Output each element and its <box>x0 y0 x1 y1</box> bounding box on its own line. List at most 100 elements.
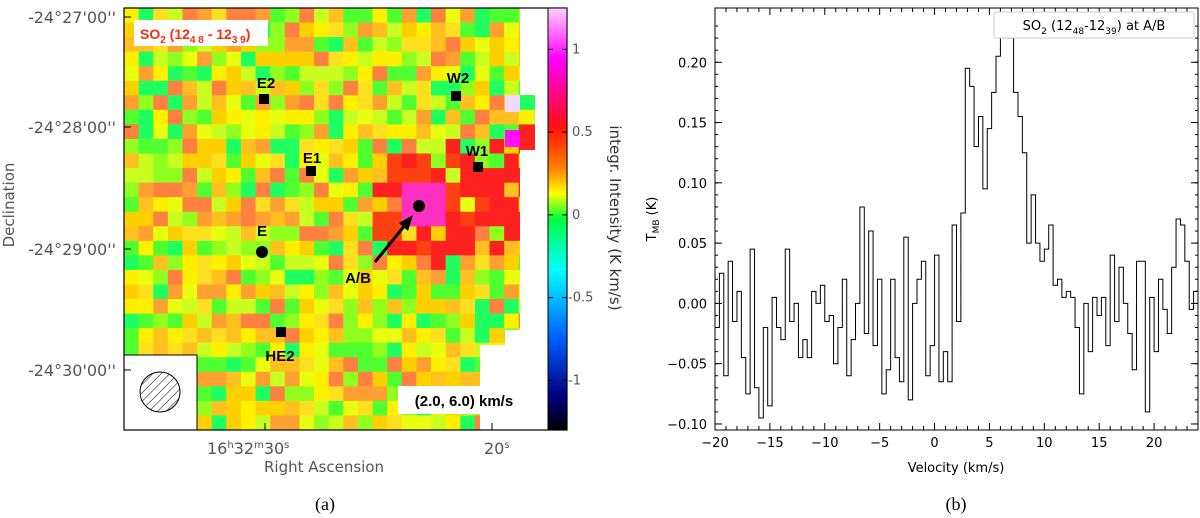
heatmap-cell <box>182 8 198 24</box>
heatmap-cell <box>460 80 476 96</box>
heatmap-cell <box>124 269 140 285</box>
heatmap-cell <box>226 328 242 344</box>
heatmap-cell <box>299 284 315 300</box>
heatmap-cell <box>124 8 140 24</box>
heatmap-cell <box>489 269 505 285</box>
spectrum-x-ticks: −20 −15 −10 −5 0 5 10 15 20 <box>701 8 1188 451</box>
map-x-tick-2: 20s <box>484 423 510 458</box>
heatmap-cell <box>387 313 403 329</box>
heatmap-cell <box>357 386 374 402</box>
heatmap-cell <box>197 80 213 96</box>
heatmap-cell <box>387 138 403 155</box>
heatmap-cell <box>255 269 271 285</box>
heatmap-cell <box>460 124 476 140</box>
heatmap-cell <box>226 109 242 125</box>
heatmap-cell <box>211 124 227 140</box>
heatmap-cell <box>401 8 417 24</box>
heatmap-cell <box>372 226 388 242</box>
heatmap-cell <box>270 109 286 125</box>
heatmap-cell <box>328 386 344 402</box>
heatmap-cell <box>474 269 491 285</box>
marker-W1: W1 <box>466 143 488 172</box>
map-x-tick-1: 16h32m30s <box>207 423 289 458</box>
heatmap-cell <box>240 299 257 315</box>
heatmap-cell <box>211 138 227 155</box>
heatmap-cell <box>504 8 520 24</box>
heatmap-cell <box>372 182 388 198</box>
heatmap-cell <box>197 240 213 256</box>
svg-text:16h32m30s: 16h32m30s <box>207 439 289 458</box>
heatmap-cell <box>401 415 417 431</box>
heatmap-cell <box>328 37 344 53</box>
heatmap-cell <box>284 182 300 198</box>
heatmap-cell <box>489 197 505 213</box>
marker-E1: E1 <box>303 150 321 176</box>
heatmap-cell <box>343 415 359 431</box>
heatmap-cell <box>460 299 476 315</box>
colorbar-ticks: 1 0.5 0 -0.5 -1 <box>548 42 593 388</box>
heatmap-cell <box>401 168 417 184</box>
heatmap-cell <box>299 342 315 358</box>
heatmap-cell <box>182 138 198 155</box>
heatmap-cell <box>167 51 183 67</box>
heatmap-cell <box>460 66 476 82</box>
heatmap-cell <box>416 124 432 140</box>
heatmap-cell <box>284 51 300 67</box>
heatmap-cell <box>431 109 447 125</box>
heatmap-cell <box>401 109 417 125</box>
heatmap-cell <box>489 255 505 271</box>
heatmap-cell <box>518 109 534 125</box>
heatmap-cell <box>372 168 388 184</box>
heatmap-cell <box>211 255 227 271</box>
heatmap-cell <box>167 153 183 169</box>
heatmap-cell <box>357 371 374 387</box>
heatmap-cell <box>474 66 491 82</box>
heatmap-cell <box>138 299 154 315</box>
heatmap-cell <box>153 182 169 198</box>
heatmap-cell <box>167 182 183 198</box>
heatmap-cell <box>328 8 344 24</box>
heatmap-cell <box>226 168 242 184</box>
heatmap-cell <box>167 328 183 344</box>
heatmap-cell <box>153 109 169 125</box>
heatmap-cell <box>153 284 169 300</box>
heatmap-cell <box>270 95 286 111</box>
heatmap-cell <box>357 400 374 416</box>
heatmap-cell <box>372 51 388 67</box>
heatmap-cell <box>372 109 388 125</box>
heatmap-cell <box>138 269 154 285</box>
heatmap-cell <box>270 66 286 82</box>
heatmap-cell <box>343 211 359 227</box>
svg-text:W2: W2 <box>447 70 470 87</box>
heatmap-cell <box>372 8 388 24</box>
heatmap-cell <box>357 95 374 111</box>
heatmap-cell <box>284 138 300 155</box>
spectrum-y-tick-label: 0.20 <box>678 56 707 71</box>
heatmap-cell <box>167 138 183 155</box>
heatmap-cell <box>255 371 271 387</box>
heatmap-cell <box>357 8 374 24</box>
map-title: SO2 (124 8 - 123 9) <box>140 26 250 46</box>
heatmap-cell <box>343 80 359 96</box>
heatmap-cell <box>270 240 286 256</box>
heatmap-cell <box>328 371 344 387</box>
heatmap-cell <box>445 22 461 38</box>
heatmap-cell <box>314 138 330 155</box>
heatmap-cell <box>153 211 169 227</box>
heatmap-cell <box>474 284 491 300</box>
heatmap-cell <box>372 22 388 38</box>
heatmap-cell <box>343 357 359 373</box>
heatmap-cell <box>460 22 476 38</box>
heatmap-cell <box>431 51 447 67</box>
heatmap-cell <box>197 226 213 242</box>
heatmap-cell <box>167 313 183 329</box>
heatmap-cell <box>401 138 417 155</box>
heatmap-cell <box>401 299 417 315</box>
heatmap-cell <box>182 168 198 184</box>
heatmap-cell <box>474 226 491 242</box>
heatmap-cell <box>460 153 476 169</box>
heatmap-cell <box>445 313 461 329</box>
heatmap-cell <box>182 109 198 125</box>
heatmap-cell <box>255 182 271 198</box>
heatmap-cell <box>401 284 417 300</box>
